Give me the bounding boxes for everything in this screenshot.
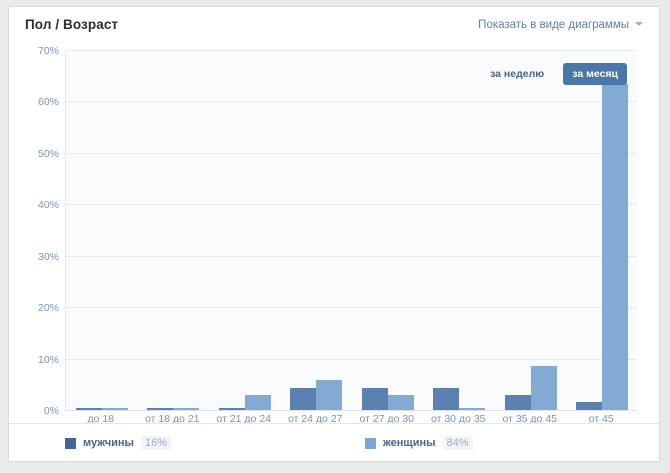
- bar-group: [75, 50, 128, 410]
- bar-group: [576, 50, 629, 410]
- chart-plot-area: за неделю за месяц: [65, 50, 637, 411]
- legend-swatch-male-icon: [65, 437, 76, 449]
- y-axis-tick-label: 40%: [37, 199, 59, 212]
- bar-group: [433, 50, 486, 410]
- bar-female[interactable]: [173, 408, 200, 410]
- page-title: Пол / Возраст: [25, 17, 119, 32]
- y-axis-tick-label: 20%: [37, 302, 59, 315]
- legend-label-female: женщины: [383, 437, 436, 449]
- bar-male[interactable]: [75, 408, 102, 410]
- gridline: [66, 204, 637, 206]
- legend-swatch-female-icon: [365, 437, 376, 449]
- x-axis-label: от 24 до 27: [288, 413, 343, 425]
- bar-male[interactable]: [290, 388, 317, 410]
- x-axis-label: от 35 до 45: [502, 413, 558, 425]
- gender-age-card: Пол / Возраст Показать в виде диаграммы …: [8, 6, 660, 462]
- gridline: [66, 50, 637, 51]
- legend-label-male: мужчины: [83, 437, 134, 449]
- bar-male[interactable]: [504, 394, 531, 410]
- y-axis-tick-label: 50%: [37, 147, 59, 160]
- y-axis-tick-label: 0%: [43, 405, 59, 417]
- x-axis-label: от 45: [588, 413, 614, 425]
- bar-group: [361, 50, 414, 410]
- y-axis-tick-label: 10%: [37, 353, 59, 366]
- bar-group: [290, 50, 343, 410]
- bar-male[interactable]: [433, 387, 460, 410]
- x-axis-label: до 18: [87, 413, 115, 425]
- gridline: [66, 255, 637, 257]
- gridline: [66, 101, 637, 103]
- gridline: [66, 152, 637, 154]
- gridline: [66, 358, 637, 360]
- legend-value-male: 16%: [140, 436, 171, 450]
- x-axis-label: от 27 до 30: [359, 413, 415, 425]
- bars-layer: [66, 51, 637, 411]
- x-axis-label: от 21 до 24: [216, 413, 272, 425]
- y-axis-tick-label: 60%: [37, 96, 59, 109]
- range-week-button[interactable]: за неделю: [490, 68, 545, 80]
- legend-value-female: 84%: [442, 436, 473, 450]
- bar-female[interactable]: [530, 365, 557, 410]
- x-axis-label: от 30 до 35: [431, 413, 486, 425]
- bar-female[interactable]: [459, 408, 486, 410]
- chevron-down-icon: [635, 21, 643, 26]
- chart-legend: мужчины 16% женщины 84%: [9, 423, 659, 461]
- legend-item-female[interactable]: женщины 84%: [365, 436, 473, 450]
- bar-male[interactable]: [361, 388, 388, 410]
- bar-male[interactable]: [576, 402, 603, 410]
- y-axis-tick-label: 30%: [37, 250, 59, 263]
- bar-female[interactable]: [244, 394, 271, 410]
- x-axis-baseline: [66, 410, 637, 411]
- legend-item-male[interactable]: мужчины 16%: [65, 436, 171, 450]
- show-as-diagram-link[interactable]: Показать в виде диаграммы: [478, 19, 643, 31]
- bar-male[interactable]: [147, 408, 174, 410]
- bar-group: [504, 50, 557, 410]
- bar-group: [218, 50, 271, 410]
- gridline: [66, 307, 637, 309]
- bar-female[interactable]: [101, 408, 128, 410]
- bar-female[interactable]: [602, 83, 629, 410]
- show-as-diagram-label: Показать в виде диаграммы: [478, 19, 629, 31]
- bar-female[interactable]: [387, 395, 414, 410]
- x-axis-labels: до 18 от 18 до 21 от 21 до 24 от 24 до 27 от…: [65, 413, 637, 431]
- card-header: Пол / Возраст Показать в виде диаграммы: [9, 7, 659, 47]
- bar-female[interactable]: [316, 380, 343, 410]
- bar-group: [147, 50, 200, 410]
- bar-male[interactable]: [218, 407, 245, 410]
- x-axis-label: от 18 до 21: [145, 413, 200, 425]
- range-selector: за неделю за месяц: [481, 63, 627, 85]
- range-month-button[interactable]: за месяц: [563, 63, 627, 85]
